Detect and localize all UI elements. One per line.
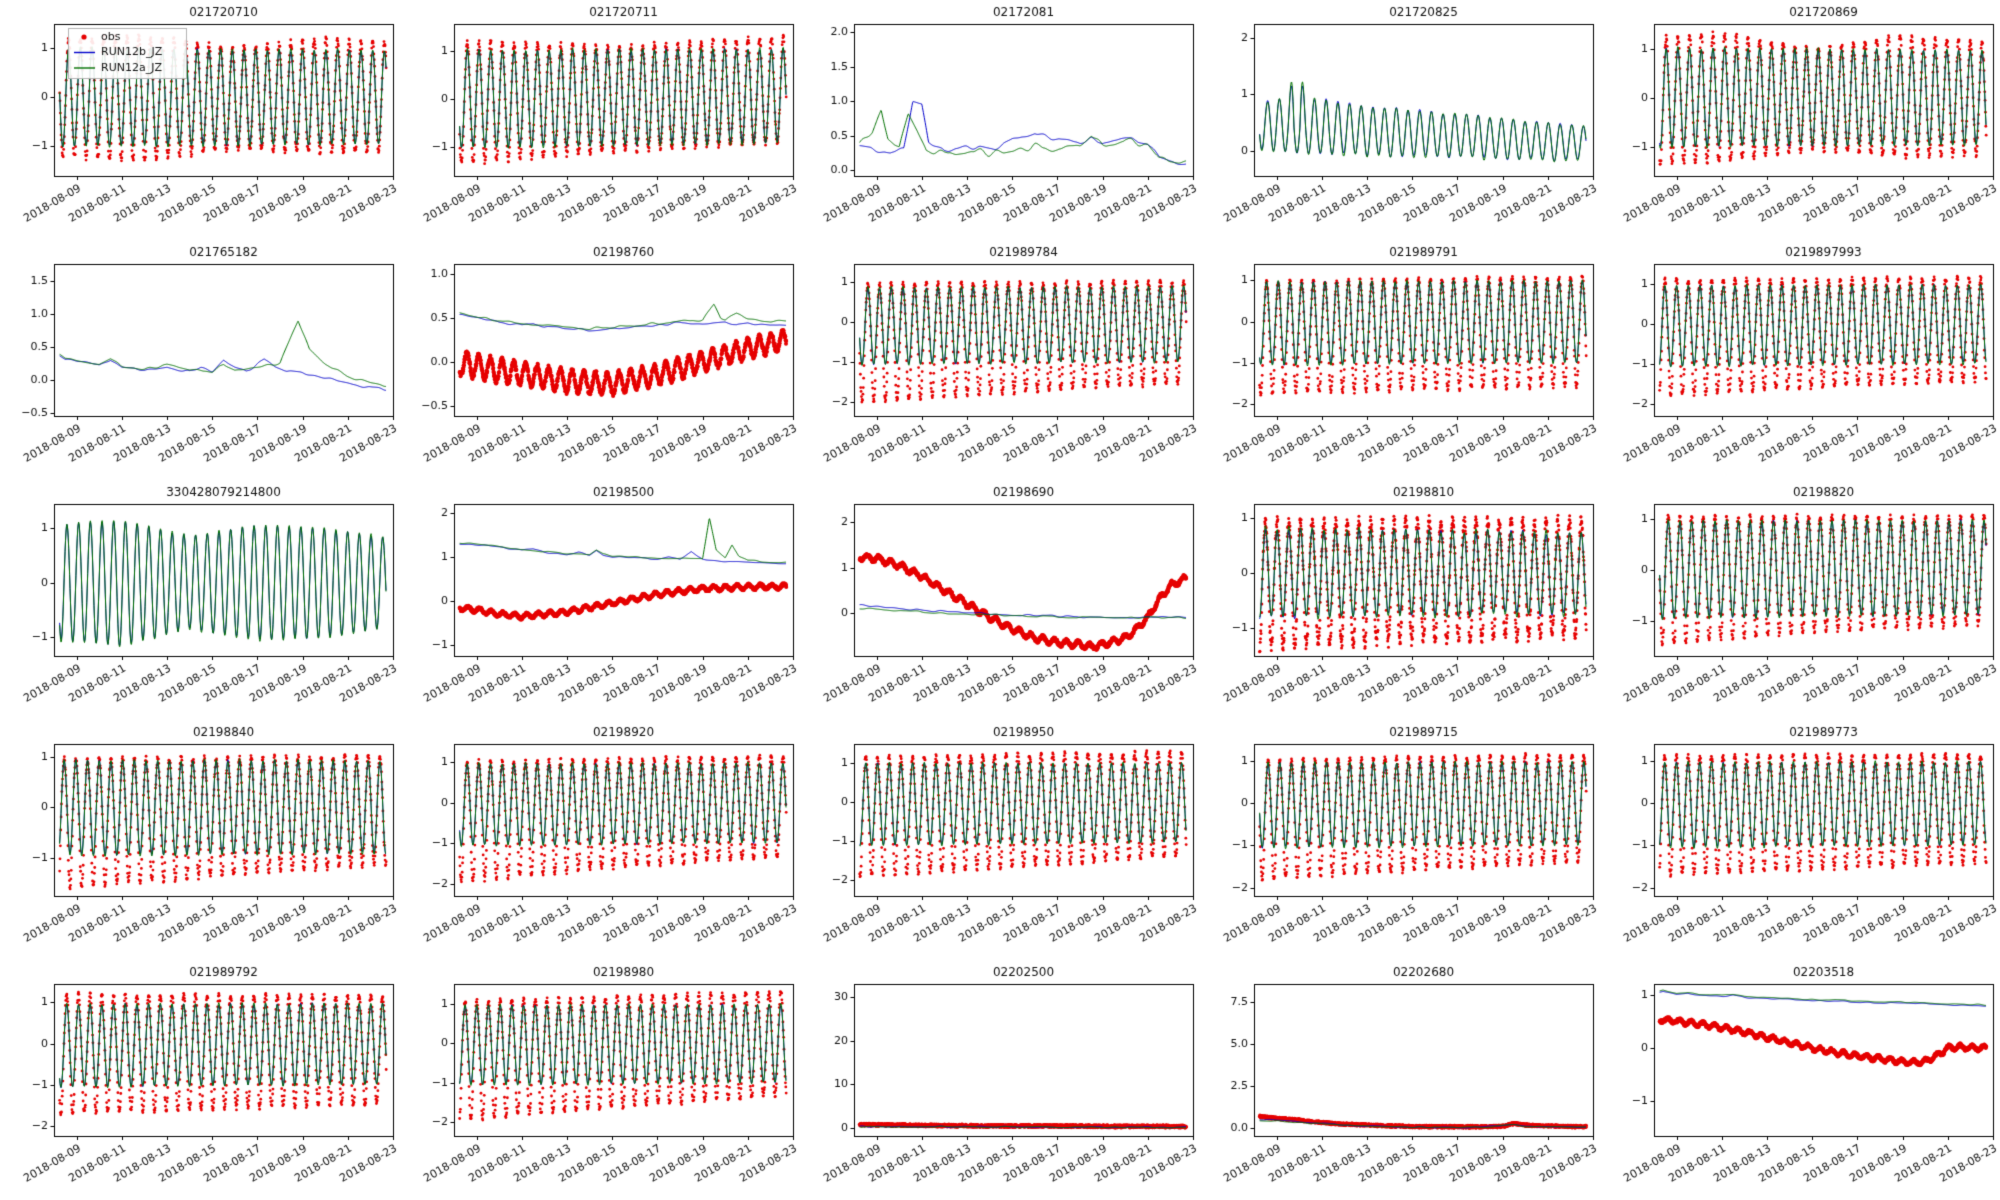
subplot-02198820: [1600, 480, 2000, 720]
subplot-02198690: [800, 480, 1200, 720]
plot-canvas-02198980: [400, 960, 800, 1200]
plot-canvas-02202500: [800, 960, 1200, 1200]
plot-canvas-02198690: [800, 480, 1200, 720]
plot-canvas-021989791: [1200, 240, 1600, 480]
subplot-02198500: [400, 480, 800, 720]
subplot-02198950: [800, 720, 1200, 960]
subplot-021765182: [0, 240, 400, 480]
subplot-02198840: [0, 720, 400, 960]
plot-canvas-02172081: [800, 0, 1200, 240]
plot-canvas-021720710: [0, 0, 400, 240]
plot-canvas-02198950: [800, 720, 1200, 960]
subplot-02198760: [400, 240, 800, 480]
subplot-330428079214800: [0, 480, 400, 720]
subplot-021989784: [800, 240, 1200, 480]
plot-canvas-02202680: [1200, 960, 1600, 1200]
subplot-021989791: [1200, 240, 1600, 480]
plot-canvas-021989715: [1200, 720, 1600, 960]
plot-canvas-02198500: [400, 480, 800, 720]
subplot-02198980: [400, 960, 800, 1200]
plot-canvas-02198760: [400, 240, 800, 480]
plot-canvas-021989784: [800, 240, 1200, 480]
plot-canvas-02198840: [0, 720, 400, 960]
subplot-02198810: [1200, 480, 1600, 720]
plot-canvas-021989792: [0, 960, 400, 1200]
plot-canvas-02198920: [400, 720, 800, 960]
subplot-021720711: [400, 0, 800, 240]
subplot-02203518: [1600, 960, 2000, 1200]
subplot-021720869: [1600, 0, 2000, 240]
plot-canvas-0219897993: [1600, 240, 2000, 480]
plot-canvas-021989773: [1600, 720, 2000, 960]
subplot-02198920: [400, 720, 800, 960]
subplot-021989773: [1600, 720, 2000, 960]
subplot-0219897993: [1600, 240, 2000, 480]
plot-canvas-021720825: [1200, 0, 1600, 240]
plot-canvas-021720711: [400, 0, 800, 240]
plot-canvas-021720869: [1600, 0, 2000, 240]
subplot-02202680: [1200, 960, 1600, 1200]
subplot-02202500: [800, 960, 1200, 1200]
plot-canvas-330428079214800: [0, 480, 400, 720]
subplot-021720825: [1200, 0, 1600, 240]
plot-canvas-02198820: [1600, 480, 2000, 720]
subplot-02172081: [800, 0, 1200, 240]
subplot-021720710: [0, 0, 400, 240]
plot-canvas-021765182: [0, 240, 400, 480]
plot-canvas-02198810: [1200, 480, 1600, 720]
plot-canvas-02203518: [1600, 960, 2000, 1200]
subplot-021989715: [1200, 720, 1600, 960]
subplot-021989792: [0, 960, 400, 1200]
